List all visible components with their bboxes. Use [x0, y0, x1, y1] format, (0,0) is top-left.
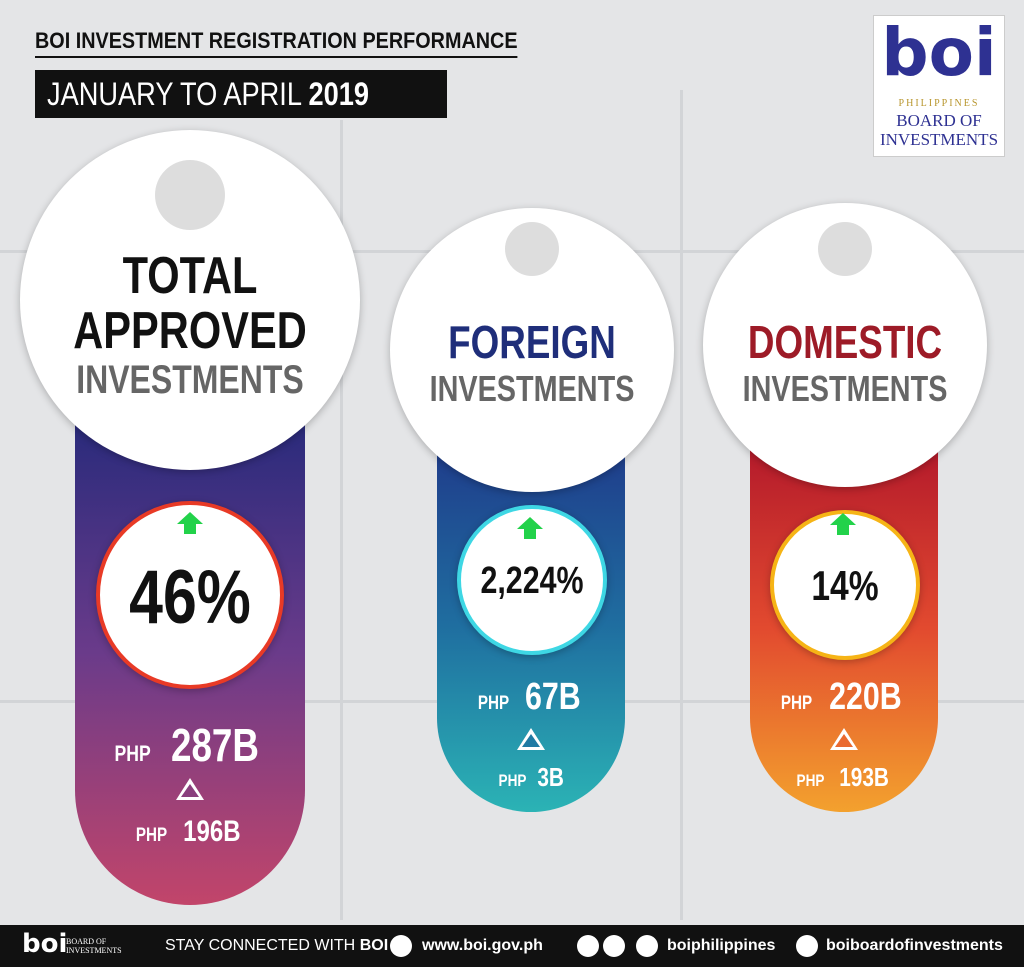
- currency: PHP: [114, 741, 151, 766]
- card-title: DOMESTIC: [747, 316, 943, 368]
- growth-circle: [457, 505, 607, 655]
- previous-value: 193B: [838, 762, 889, 792]
- amount-value: 67B: [524, 676, 581, 718]
- growth: 46%: [129, 555, 251, 640]
- card-subtitle: INVESTMENTS: [429, 368, 635, 409]
- youtube[interactable]: boiboardofinvestments: [826, 937, 1003, 954]
- facebook-icon[interactable]: [577, 935, 599, 957]
- footer-logo: boi: [22, 929, 68, 959]
- stay-text: STAY CONNECTED WITH: [165, 937, 356, 954]
- logo-mark: boi: [881, 14, 997, 91]
- social[interactable]: boiphilippines: [667, 937, 776, 954]
- web-icon: [390, 935, 412, 957]
- icon: [818, 222, 872, 276]
- currency: PHP: [498, 771, 527, 790]
- logo-country: PHILIPPINES: [898, 98, 980, 109]
- currency: PHP: [780, 693, 812, 714]
- stay-connected: STAY CONNECTED WITH BOI: [165, 937, 388, 955]
- card-subtitle: INVESTMENTS: [742, 368, 948, 409]
- card-title: FOREIGN: [448, 316, 616, 368]
- up-arrow: [184, 524, 196, 534]
- previous: PHP 3B: [437, 762, 625, 793]
- icon: [155, 160, 225, 230]
- logo: boi PHILIPPINES BOARD OF INVESTMENTS: [873, 14, 1005, 157]
- previous: PHP 193B: [750, 762, 938, 793]
- amount-value: 287B: [170, 719, 259, 771]
- card-title: APPROVED: [73, 302, 307, 360]
- decor: [340, 120, 343, 920]
- stay-brand: BOI: [359, 937, 389, 954]
- amount: PHP 67B: [437, 676, 625, 719]
- previous: PHP 196B: [75, 815, 305, 849]
- period: JANUARY TO APRIL 2019: [47, 76, 369, 113]
- growth: 14%: [811, 562, 879, 609]
- logo-name: INVESTMENTS: [879, 130, 999, 149]
- amount-value: 220B: [829, 676, 903, 718]
- delta: [176, 778, 204, 800]
- youtube-icon[interactable]: [796, 935, 818, 957]
- card-title: TOTAL: [122, 247, 258, 305]
- period-year: 2019: [308, 76, 370, 112]
- previous-value: 196B: [183, 815, 241, 848]
- website[interactable]: www.boi.gov.ph: [422, 937, 543, 954]
- footer-logo-text: BOARD OF INVESTMENTS: [66, 937, 122, 955]
- period-prefix: JANUARY TO APRIL: [47, 76, 301, 112]
- logo-name: BOARD OF: [896, 111, 982, 130]
- amount: PHP 220B: [750, 676, 938, 719]
- up-arrow: [830, 513, 856, 525]
- up-arrow: [837, 525, 849, 535]
- delta: [830, 728, 858, 750]
- growth-circle: [770, 510, 920, 660]
- growth: 2,224%: [480, 560, 584, 602]
- period-box: JANUARY TO APRIL 2019: [35, 70, 447, 118]
- title: BOI INVESTMENT REGISTRATION PERFORMANCE: [35, 28, 518, 58]
- currency: PHP: [136, 825, 168, 846]
- decor: [680, 90, 683, 920]
- up-arrow: [177, 512, 203, 524]
- amount: PHP 287B: [75, 718, 305, 772]
- currency: PHP: [478, 693, 510, 714]
- up-arrow: [524, 529, 536, 539]
- currency: PHP: [796, 771, 825, 790]
- up-arrow: [517, 517, 543, 529]
- instagram-icon[interactable]: [636, 935, 658, 957]
- footer: boi BOARD OF INVESTMENTS STAY CONNECTED …: [0, 925, 1024, 967]
- twitter-icon[interactable]: [603, 935, 625, 957]
- card-subtitle: INVESTMENTS: [76, 358, 304, 402]
- icon: [505, 222, 559, 276]
- previous-value: 3B: [537, 762, 565, 792]
- delta: [517, 728, 545, 750]
